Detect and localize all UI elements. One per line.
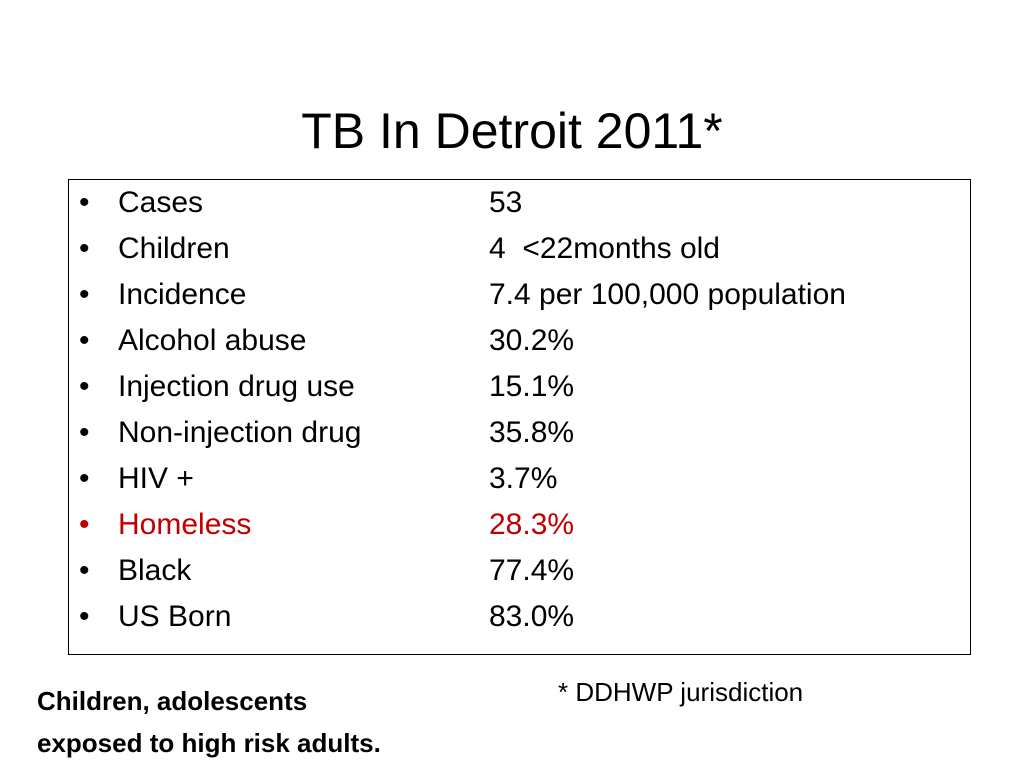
stat-label: US Born xyxy=(118,600,232,633)
stat-label: Black xyxy=(118,554,192,587)
stat-row-children: • Children 4 <22months old xyxy=(69,226,969,272)
stat-row-homeless: • Homeless 28.3% xyxy=(69,502,969,548)
bullet-icon: • xyxy=(79,186,90,219)
stat-label: Cases xyxy=(118,186,204,219)
stats-box: • Cases 53 • Children 4 <22months old • … xyxy=(68,179,971,655)
bullet-icon: • xyxy=(79,416,90,449)
stat-value: 30.2% xyxy=(489,324,575,357)
stat-label: Children xyxy=(118,232,230,265)
stat-label: HIV + xyxy=(118,462,194,495)
stat-value: 35.8% xyxy=(489,416,575,449)
stat-label: Non-injection drug xyxy=(118,416,362,449)
stat-row-cases: • Cases 53 xyxy=(69,180,969,226)
note: Children, adolescents exposed to high ri… xyxy=(37,680,381,764)
bullet-icon: • xyxy=(79,370,90,403)
stat-value: 4 <22months old xyxy=(489,232,720,265)
stat-label: Alcohol abuse xyxy=(118,324,307,357)
stat-label: Incidence xyxy=(118,278,247,311)
stat-value: 83.0% xyxy=(489,600,575,633)
stat-value: 3.7% xyxy=(489,462,558,495)
bullet-icon: • xyxy=(79,232,90,265)
stat-row-incidence: • Incidence 7.4 per 100,000 population xyxy=(69,272,969,318)
bullet-icon: • xyxy=(79,508,90,541)
bullet-icon: • xyxy=(79,278,90,311)
note-line: exposed to high risk adults. xyxy=(37,728,381,758)
stat-value: 7.4 per 100,000 population xyxy=(489,278,846,311)
stat-value: 15.1% xyxy=(489,370,575,403)
stat-row-alcohol-abuse: • Alcohol abuse 30.2% xyxy=(69,318,969,364)
stat-row-non-injection-drug: • Non-injection drug 35.8% xyxy=(69,410,969,456)
stat-value: 77.4% xyxy=(489,554,575,587)
bullet-icon: • xyxy=(79,554,90,587)
stat-value: 53 xyxy=(489,186,523,219)
slide-title: TB In Detroit 2011* xyxy=(301,102,723,159)
stat-value: 28.3% xyxy=(489,508,575,541)
stat-row-injection-drug-use: • Injection drug use 15.1% xyxy=(69,364,969,410)
footnote: * DDHWP jurisdiction xyxy=(558,677,804,707)
bullet-icon: • xyxy=(79,462,90,495)
stat-label: Homeless xyxy=(118,508,252,541)
bullet-icon: • xyxy=(79,324,90,357)
note-line: Children, adolescents xyxy=(37,686,308,716)
bullet-icon: • xyxy=(79,600,90,633)
stat-row-black: • Black 77.4% xyxy=(69,548,969,594)
stat-label: Injection drug use xyxy=(118,370,355,403)
stat-row-us-born: • US Born 83.0% xyxy=(69,594,969,640)
stat-row-hiv: • HIV + 3.7% xyxy=(69,456,969,502)
